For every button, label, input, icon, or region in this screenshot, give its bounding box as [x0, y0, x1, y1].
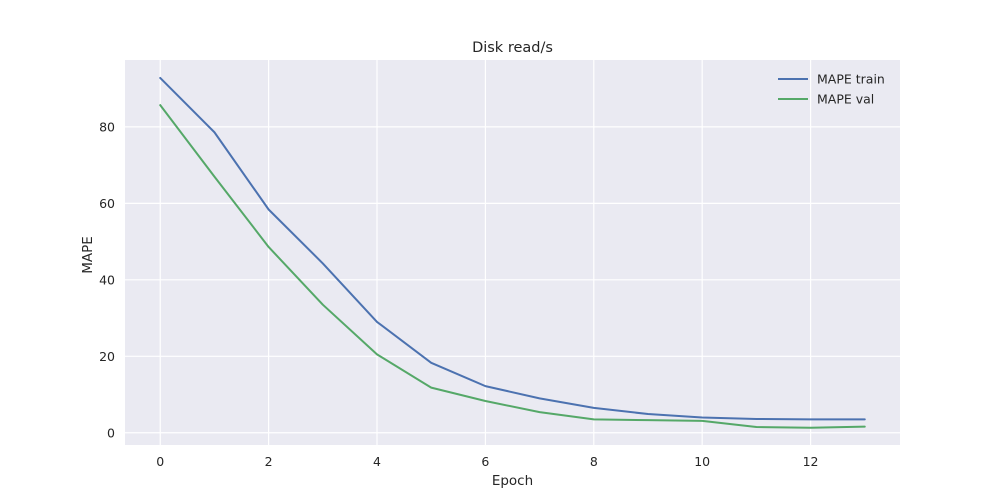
series-lines — [159, 76, 866, 429]
y-axis-label: MAPE — [80, 236, 96, 274]
chart-title: Disk read/s — [472, 40, 553, 56]
y-tick-label: 60 — [99, 196, 115, 211]
y-axis-ticks: 0 20 40 60 80 — [99, 119, 115, 440]
legend-label-val: MAPE val — [817, 92, 874, 107]
y-tick-label: 20 — [99, 349, 115, 364]
x-tick-label: 4 — [373, 454, 381, 469]
x-tick-label: 8 — [590, 454, 598, 469]
legend: MAPE train MAPE val — [778, 72, 885, 107]
x-tick-label: 12 — [803, 454, 819, 469]
plot-area — [125, 60, 900, 445]
x-axis-label: Epoch — [492, 473, 533, 489]
grid-lines — [125, 60, 900, 445]
x-axis-ticks: 0 2 4 6 8 10 12 — [156, 454, 818, 469]
x-tick-label: 2 — [265, 454, 273, 469]
series-line-mape-train — [159, 76, 866, 421]
x-tick-label: 10 — [694, 454, 710, 469]
y-tick-label: 80 — [99, 119, 115, 134]
y-tick-label: 0 — [107, 425, 115, 440]
y-tick-label: 40 — [99, 272, 115, 287]
x-tick-label: 0 — [156, 454, 164, 469]
x-tick-label: 6 — [481, 454, 489, 469]
series-line-mape-val — [159, 104, 866, 429]
legend-label-train: MAPE train — [817, 72, 885, 87]
